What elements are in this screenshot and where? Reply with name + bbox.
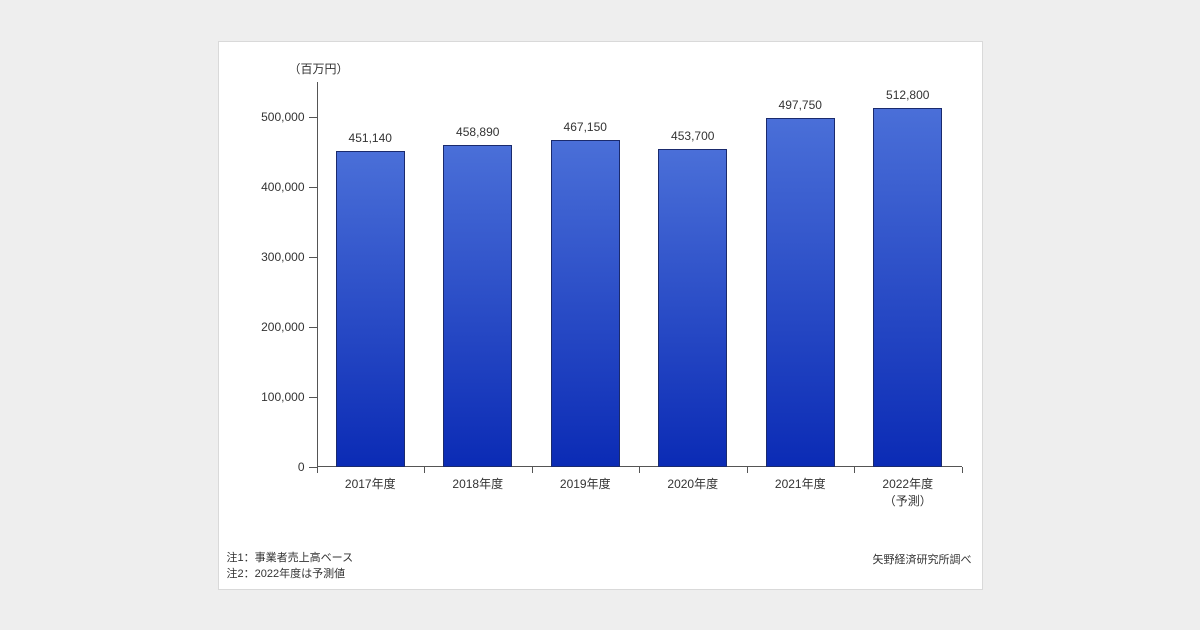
- bar: [766, 118, 835, 466]
- x-tick-label: 2021年度: [747, 467, 855, 492]
- bar-slot: 512,8002022年度（予測）: [854, 82, 962, 467]
- x-tick: [317, 467, 318, 473]
- bar: [658, 149, 727, 467]
- chart-card: （百万円） 0100,000200,000300,000400,000500,0…: [218, 41, 983, 590]
- bar-value-label: 467,150: [532, 120, 640, 134]
- y-tick-label: 300,000: [261, 250, 316, 264]
- footnote-2: 注2：2022年度は予測値: [227, 566, 354, 583]
- bar-value-label: 451,140: [317, 131, 425, 145]
- bar-slot: 497,7502021年度: [747, 82, 855, 467]
- y-tick-label: 0: [298, 460, 317, 474]
- y-tick-label: 100,000: [261, 390, 316, 404]
- footnotes: 注1：事業者売上高ベース 注2：2022年度は予測値: [227, 550, 354, 583]
- bar: [443, 145, 512, 466]
- bar-slot: 467,1502019年度: [532, 82, 640, 467]
- x-tick-label: 2020年度: [639, 467, 747, 492]
- source-credit: 矢野経済研究所調べ: [873, 551, 972, 567]
- y-tick-label: 500,000: [261, 110, 316, 124]
- bar: [873, 108, 942, 467]
- x-tick: [962, 467, 963, 473]
- x-tick-label: 2022年度（予測）: [854, 467, 962, 509]
- bar-value-label: 512,800: [854, 88, 962, 102]
- x-tick-label: 2017年度: [317, 467, 425, 492]
- chart-area: （百万円） 0100,000200,000300,000400,000500,0…: [247, 60, 962, 519]
- bar-slot: 453,7002020年度: [639, 82, 747, 467]
- bar-value-label: 497,750: [747, 98, 855, 112]
- y-tick-label: 400,000: [261, 180, 316, 194]
- x-tick-label: 2019年度: [532, 467, 640, 492]
- footnote-1: 注1：事業者売上高ベース: [227, 550, 354, 567]
- bar-slot: 458,8902018年度: [424, 82, 532, 467]
- bar-value-label: 458,890: [424, 125, 532, 139]
- bar: [551, 140, 620, 467]
- bar-value-label: 453,700: [639, 129, 747, 143]
- bar-slot: 451,1402017年度: [317, 82, 425, 467]
- y-axis-unit: （百万円）: [289, 60, 349, 77]
- plot-region: 0100,000200,000300,000400,000500,000451,…: [317, 82, 962, 467]
- bar: [336, 151, 405, 467]
- y-tick-label: 200,000: [261, 320, 316, 334]
- x-tick-label: 2018年度: [424, 467, 532, 492]
